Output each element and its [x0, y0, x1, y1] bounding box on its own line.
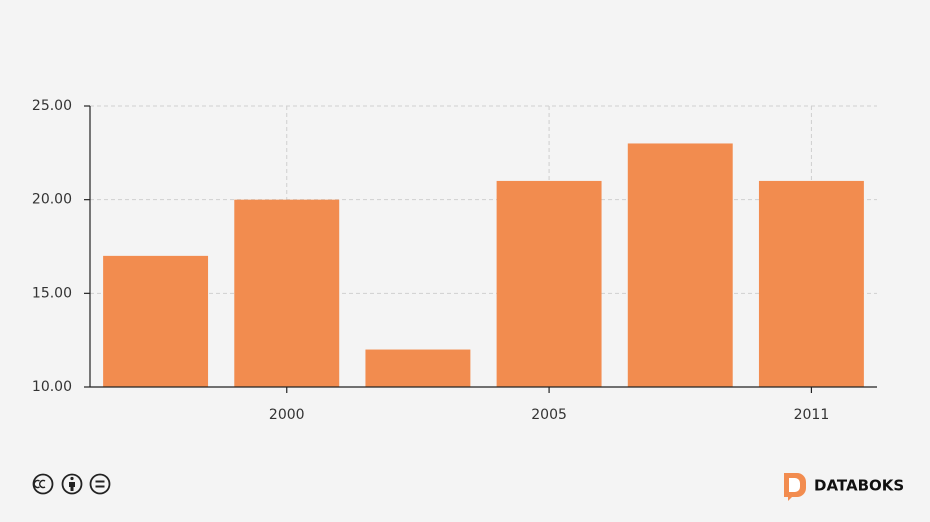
- y-tick-label: 20.00: [32, 192, 72, 208]
- bar: [496, 180, 602, 387]
- y-tick-label: 10.00: [32, 379, 72, 395]
- license-icons: [32, 473, 111, 495]
- brand-name: DATABOKS: [814, 477, 904, 495]
- x-tick-label: 2000: [269, 407, 305, 423]
- bar: [758, 180, 864, 387]
- bar: [627, 143, 733, 387]
- x-tick-label: 2005: [531, 407, 567, 423]
- bar: [365, 349, 471, 387]
- y-tick-label: 25.00: [32, 98, 72, 114]
- bar: [103, 255, 209, 387]
- y-tick-label: 15.00: [32, 285, 72, 301]
- x-tick-label: 2011: [794, 407, 830, 423]
- bar: [234, 199, 340, 387]
- brand-logo: [784, 473, 806, 501]
